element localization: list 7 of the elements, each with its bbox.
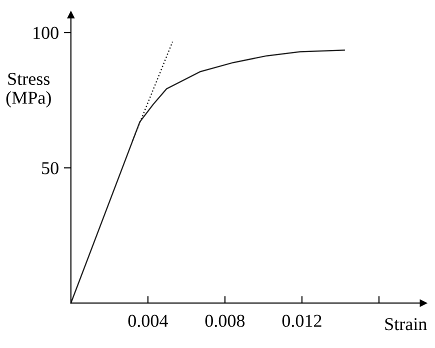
x-tick-label: 0.008 (205, 314, 245, 328)
y-tick-label: 50 (42, 162, 58, 174)
x-tick-label: 0.004 (128, 314, 168, 328)
x-tick-label: 0.012 (282, 314, 322, 328)
y-tick-label: 100 (34, 26, 58, 39)
x-axis-title: Strain (385, 318, 427, 330)
y-axis-title: Stress (MPa) (6, 72, 51, 108)
